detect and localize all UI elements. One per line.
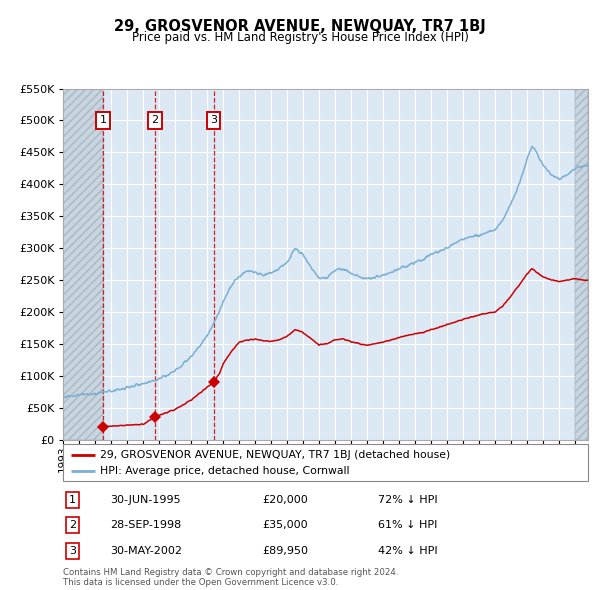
Text: 30-JUN-1995: 30-JUN-1995	[110, 495, 181, 504]
Text: 3: 3	[69, 546, 76, 556]
Text: £35,000: £35,000	[263, 520, 308, 530]
Text: £20,000: £20,000	[263, 495, 308, 504]
Text: 29, GROSVENOR AVENUE, NEWQUAY, TR7 1BJ: 29, GROSVENOR AVENUE, NEWQUAY, TR7 1BJ	[114, 19, 486, 34]
Text: HPI: Average price, detached house, Cornwall: HPI: Average price, detached house, Corn…	[100, 466, 349, 476]
Text: Price paid vs. HM Land Registry's House Price Index (HPI): Price paid vs. HM Land Registry's House …	[131, 31, 469, 44]
Text: 28-SEP-1998: 28-SEP-1998	[110, 520, 182, 530]
Text: 30-MAY-2002: 30-MAY-2002	[110, 546, 182, 556]
Text: 1: 1	[100, 116, 107, 126]
Text: 1: 1	[69, 495, 76, 504]
FancyBboxPatch shape	[63, 444, 588, 481]
Text: 2: 2	[69, 520, 76, 530]
Text: 61% ↓ HPI: 61% ↓ HPI	[378, 520, 437, 530]
Text: 3: 3	[210, 116, 217, 126]
Text: £89,950: £89,950	[263, 546, 308, 556]
Text: 2: 2	[151, 116, 158, 126]
Bar	[575, 88, 588, 440]
Bar	[575, 88, 588, 440]
Text: 29, GROSVENOR AVENUE, NEWQUAY, TR7 1BJ (detached house): 29, GROSVENOR AVENUE, NEWQUAY, TR7 1BJ (…	[100, 450, 450, 460]
Text: Contains HM Land Registry data © Crown copyright and database right 2024.
This d: Contains HM Land Registry data © Crown c…	[63, 568, 398, 587]
Bar	[63, 88, 103, 440]
Text: 42% ↓ HPI: 42% ↓ HPI	[378, 546, 437, 556]
Bar	[63, 88, 103, 440]
Text: 72% ↓ HPI: 72% ↓ HPI	[378, 495, 437, 504]
